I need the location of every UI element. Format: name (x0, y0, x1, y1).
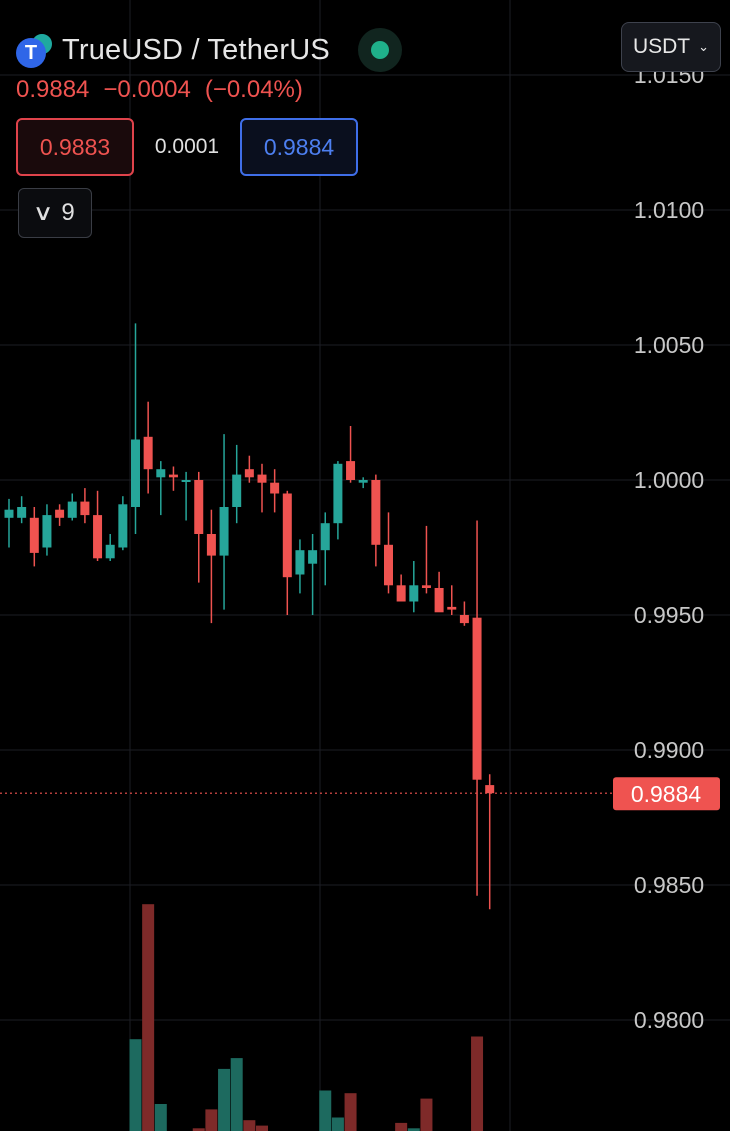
symbol-pair[interactable]: TrueUSD / TetherUS (62, 33, 330, 66)
candle-body (333, 463, 343, 524)
candle-body (80, 501, 90, 516)
candle-body (4, 509, 14, 518)
candle-body (257, 474, 267, 483)
price-quote: 0.9884 −0.0004 (−0.04%) (16, 76, 317, 104)
candle-body (308, 550, 318, 564)
currency-label: USDT (632, 35, 691, 58)
volume-bar (230, 1058, 243, 1131)
candle-body (384, 544, 393, 586)
candle-body (55, 509, 65, 518)
price-axis-label: 0.9900 (634, 737, 704, 763)
candle-body (396, 585, 406, 602)
candle-body (105, 544, 115, 559)
candle-body (118, 504, 128, 548)
current-price-label: 0.9884 (631, 781, 702, 807)
candle-body (244, 469, 254, 478)
buy-button[interactable]: 0.9884 (240, 118, 358, 176)
candle-body (181, 480, 191, 482)
price-change-percent: (−0.04%) (204, 76, 303, 103)
price-axis[interactable]: 1.01501.01001.00501.00000.99500.99000.98… (613, 62, 720, 1033)
candle-body (472, 617, 482, 780)
candle-body (295, 550, 305, 575)
candle-body (346, 461, 356, 480)
candle-body (434, 588, 444, 613)
volume-bar (395, 1122, 408, 1131)
candle-body (67, 501, 77, 518)
candle-body (219, 507, 229, 556)
volume-bar (331, 1117, 344, 1131)
price-axis-label: 1.0000 (634, 467, 704, 493)
logo-letter: T (16, 38, 46, 68)
candle-body (447, 606, 457, 610)
candle-body (131, 439, 140, 507)
volume-bar (256, 1125, 268, 1131)
trueusd-logo-icon: T (16, 32, 54, 68)
candle-body (421, 585, 431, 588)
price-axis-label: 1.0100 (634, 197, 704, 223)
volume-bar (407, 1128, 420, 1131)
price-axis-label: 0.9950 (634, 602, 704, 628)
price-axis-label: 0.9800 (634, 1007, 704, 1033)
candle-body (168, 474, 178, 478)
volume-bar (142, 904, 155, 1131)
volume-bar (319, 1090, 332, 1131)
price-axis-label: 1.0050 (634, 332, 704, 358)
sell-button[interactable]: 0.9883 (16, 118, 134, 176)
volume-bar (129, 1039, 142, 1131)
candle-body (29, 517, 39, 553)
chevron-down-icon: ∨ (32, 200, 54, 225)
candle-body (143, 436, 153, 470)
candle-body (485, 785, 495, 794)
candle-body (320, 523, 330, 551)
candlesticks (4, 323, 495, 910)
symbol-header[interactable]: T TrueUSD / TetherUS (16, 28, 402, 72)
candle-body (42, 515, 52, 548)
market-status-icon[interactable] (357, 28, 402, 72)
volume-bar (154, 1104, 167, 1131)
volume-bar (205, 1109, 218, 1131)
candle-body (409, 585, 419, 602)
volume-bars (129, 904, 484, 1131)
volume-bar (344, 1093, 357, 1131)
volume-bar (218, 1068, 231, 1131)
price-change: −0.0004 (103, 76, 191, 103)
indicators-count: 9 (61, 199, 75, 226)
volume-bar (420, 1098, 433, 1131)
candle-body (206, 534, 216, 556)
chevron-down-icon: ⌄ (698, 39, 710, 54)
candle-body (459, 615, 469, 624)
bid-ask-panel: 0.9883 0.0001 0.9884 (16, 118, 358, 176)
candle-body (358, 480, 368, 483)
candle-body (371, 480, 381, 545)
last-price: 0.9884 (16, 76, 90, 103)
candle-body (282, 493, 292, 578)
volume-bar (471, 1036, 484, 1131)
candle-body (93, 515, 103, 559)
volume-bar (192, 1128, 205, 1131)
spread-value: 0.0001 (154, 135, 220, 158)
candle-body (232, 474, 242, 507)
currency-select[interactable]: USDT ⌄ (621, 22, 721, 72)
candle-body (156, 469, 166, 478)
volume-bar (243, 1120, 256, 1131)
candle-body (17, 507, 27, 518)
current-price-badge (613, 777, 720, 811)
price-axis-label: 0.9850 (634, 872, 704, 898)
candle-body (194, 480, 204, 534)
candle-body (270, 482, 280, 494)
indicators-toggle-button[interactable]: ∨ 9 (18, 188, 92, 238)
